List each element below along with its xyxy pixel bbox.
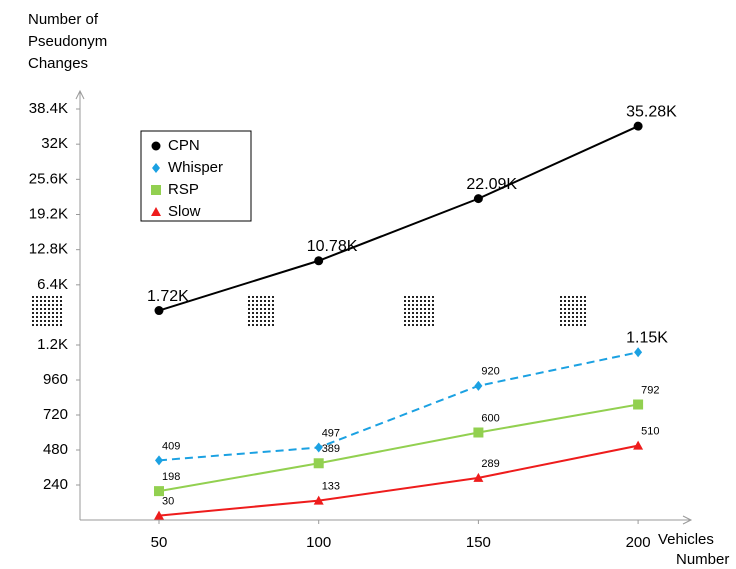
- legend-label: RSP: [168, 181, 199, 198]
- y-tick-label: 960: [43, 371, 68, 388]
- data-point: [473, 194, 483, 204]
- legend-marker: [151, 207, 161, 216]
- series-line: [158, 125, 639, 312]
- data-label: 30: [162, 496, 174, 508]
- x-tick-label: 100: [306, 534, 331, 551]
- y-tick-label: 32K: [41, 135, 68, 152]
- y-tick-label: 1.2K: [37, 336, 68, 353]
- y-axis-label: Number of: [28, 11, 99, 28]
- y-tick-label: 720: [43, 406, 68, 423]
- data-label: 133: [322, 481, 340, 493]
- y-tick-label: 38.4K: [29, 100, 68, 117]
- series-line: [158, 444, 639, 517]
- y-tick-label: 6.4K: [37, 276, 68, 293]
- data-point: [633, 440, 644, 450]
- legend-label: CPN: [168, 137, 200, 154]
- series-line: [158, 403, 639, 493]
- y-tick-label: 240: [43, 476, 68, 493]
- x-tick-label: 150: [466, 534, 491, 551]
- data-label: 289: [481, 458, 499, 470]
- legend-label: Slow: [168, 203, 201, 220]
- data-label: 22.09K: [466, 176, 517, 193]
- legend-marker: [151, 185, 161, 195]
- y-axis-label: Pseudonym: [28, 33, 107, 50]
- data-label: 35.28K: [626, 103, 677, 120]
- data-point: [473, 472, 484, 482]
- data-point: [155, 455, 163, 466]
- data-label: 510: [641, 426, 659, 438]
- x-axis-label: Vehicles: [658, 531, 714, 548]
- legend-label: Whisper: [168, 159, 223, 176]
- y-tick-label: 12.8K: [29, 241, 68, 258]
- data-point: [633, 121, 643, 131]
- data-point: [633, 399, 644, 410]
- data-label: 792: [641, 384, 659, 396]
- data-label: 10.78K: [307, 238, 358, 255]
- axes: [75, 89, 693, 525]
- y-tick-label: 480: [43, 441, 68, 458]
- data-label: 409: [162, 440, 180, 452]
- y-tick-label: 19.2K: [29, 205, 68, 222]
- y-tick-label: 25.6K: [29, 170, 68, 187]
- series-line: [158, 351, 639, 462]
- data-point: [154, 486, 164, 497]
- data-point: [314, 256, 324, 266]
- y-axis-label: Changes: [28, 55, 88, 72]
- axis-break-marks: [32, 296, 588, 326]
- x-axis-label: Number: [676, 551, 729, 568]
- data-point: [634, 347, 643, 358]
- legend-marker: [152, 163, 160, 173]
- data-label: 1.72K: [147, 288, 189, 305]
- data-label: 600: [481, 412, 499, 424]
- data-point: [154, 510, 164, 520]
- data-label: 497: [322, 427, 340, 439]
- data-point: [313, 495, 324, 505]
- data-label: 389: [322, 443, 340, 455]
- data-point: [473, 427, 484, 438]
- data-label: 198: [162, 471, 180, 483]
- legend-marker: [151, 141, 161, 151]
- data-label: 920: [481, 366, 499, 378]
- x-tick-label: 200: [626, 534, 651, 551]
- data-point: [474, 380, 483, 391]
- x-tick-label: 50: [151, 534, 168, 551]
- data-point: [313, 458, 324, 469]
- data-label: 1.15K: [626, 330, 668, 347]
- data-point: [154, 306, 164, 316]
- data-point: [314, 442, 323, 453]
